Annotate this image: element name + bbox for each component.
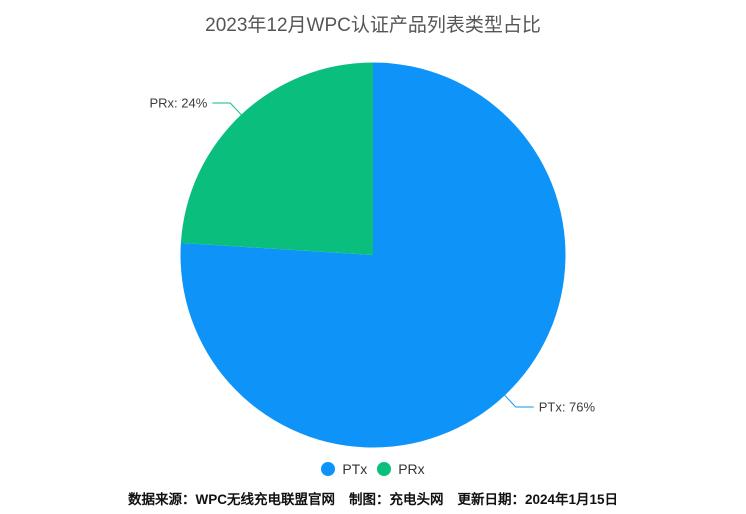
slice-label-ptx: PTx: 76%: [539, 399, 596, 414]
chart-title: 2023年12月WPC认证产品列表类型占比: [205, 15, 541, 36]
legend-label: PTx: [342, 461, 368, 477]
label-line-prx: [212, 102, 242, 116]
footer: 数据来源：WPC无线充电联盟官网 制图：充电头网 更新日期：2024年1月15日: [0, 488, 746, 508]
pie-slice-ptx[interactable]: [180, 62, 566, 448]
legend-label: PRx: [398, 461, 425, 477]
label-line-ptx: [504, 394, 534, 408]
footer-updated: 更新日期：2024年1月15日: [457, 492, 619, 507]
legend: PTx PRx: [0, 461, 746, 477]
legend-item-ptx[interactable]: PTx: [321, 461, 367, 477]
footer-source: 数据来源：WPC无线充电联盟官网: [127, 492, 335, 507]
legend-item-prx[interactable]: PRx: [377, 461, 425, 477]
legend-marker-circle: [321, 462, 336, 476]
pie-slice-prx[interactable]: [180, 62, 373, 256]
legend-marker-circle: [377, 462, 392, 476]
slice-label-prx: PRx: 24%: [149, 96, 207, 111]
footer-credit: 制图：充电头网: [348, 492, 444, 507]
